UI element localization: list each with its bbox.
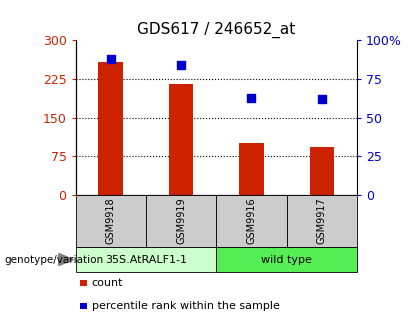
Text: wild type: wild type [261,255,312,264]
Bar [310,147,334,195]
Text: GSM9916: GSM9916 [247,198,257,244]
Point [178,62,184,68]
Bar [239,143,264,195]
Text: percentile rank within the sample: percentile rank within the sample [92,301,279,311]
Bar [98,62,123,195]
Title: GDS617 / 246652_at: GDS617 / 246652_at [137,22,295,38]
Point [318,96,325,102]
Bar [169,84,194,195]
Point [108,56,114,61]
Text: count: count [92,278,123,288]
Text: GSM9917: GSM9917 [317,198,327,244]
Text: 35S.AtRALF1-1: 35S.AtRALF1-1 [105,255,187,264]
Point [248,95,255,100]
Text: genotype/variation: genotype/variation [4,255,103,264]
Text: GSM9918: GSM9918 [106,198,116,244]
Text: GSM9919: GSM9919 [176,198,186,244]
